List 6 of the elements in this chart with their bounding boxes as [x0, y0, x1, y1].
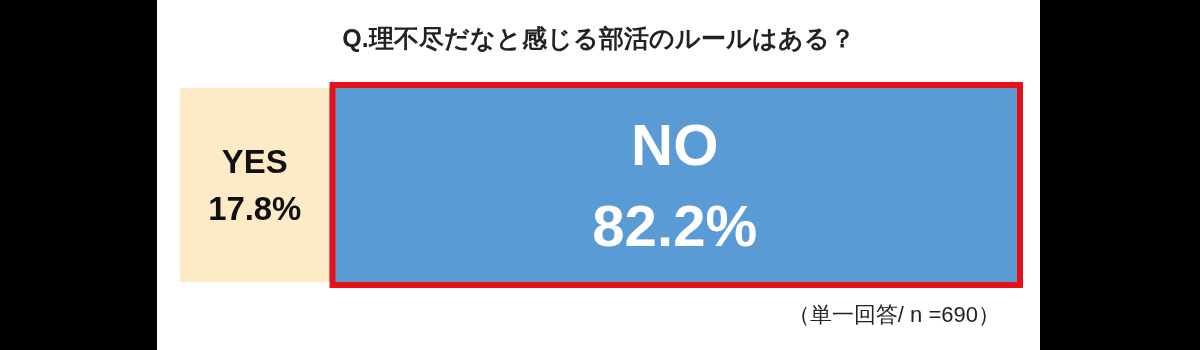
series-label: YES	[221, 143, 288, 181]
data-label: 82.2%	[592, 193, 758, 259]
data-label: 17.8%	[208, 189, 302, 227]
series-label: NO	[631, 111, 719, 177]
text: （単一回答/ n =690）	[787, 301, 1000, 329]
chart-title: Q.理不尽だなと感じる部活のルールはある？	[341, 23, 856, 54]
